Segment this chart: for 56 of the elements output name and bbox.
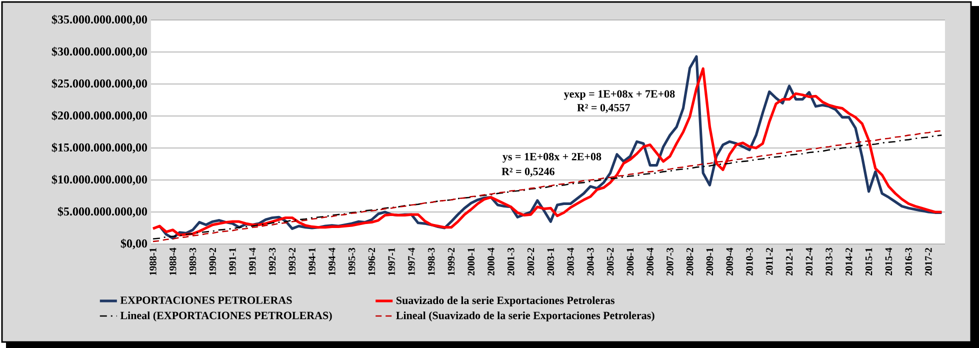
x-tick-label: 1991-4	[249, 248, 256, 276]
x-tick-label: 2011-2	[766, 248, 773, 275]
x-tick-label: 1998-3	[428, 248, 435, 276]
x-tick-label: 2014-2	[846, 248, 852, 276]
x-tick-label: 2001-3	[508, 248, 514, 276]
x-tick-label: 2006-1	[626, 248, 634, 276]
y-tick-label: $20.000.000.000,00	[52, 110, 148, 122]
x-tick-label: 2010-3	[746, 248, 753, 276]
x-tick-label: 2015-4	[885, 248, 892, 276]
x-tick-label: 1988-4	[169, 248, 176, 276]
x-tick-label: 1995-3	[348, 248, 356, 276]
x-tick-label: 2003-1	[547, 248, 554, 276]
x-tick-label: 2009-4	[726, 248, 733, 276]
y-tick-label: $0,00	[120, 238, 148, 250]
x-tick-label: 2008-2	[686, 248, 694, 276]
x-tick-label: 2007-3	[666, 248, 674, 276]
annotation: R² = 0,5246	[502, 168, 554, 177]
x-tick-label: 1988-1	[150, 248, 156, 276]
x-tick-label: 2016-3	[905, 248, 912, 276]
y-tick-label: $15.000.000.000,00	[52, 142, 148, 154]
legend-label: EXPORTACIONES PETROLERAS	[120, 296, 292, 304]
x-tick-label: 1997-4	[408, 248, 415, 276]
x-tick-label: 1991-1	[229, 248, 236, 276]
y-tick-label: $30.000.000.000,00	[52, 46, 148, 58]
x-tick-label: 2006-4	[646, 248, 654, 276]
x-tick-label: 1992-3	[268, 248, 276, 276]
legend-label: Lineal (Suavizado de la serie Exportaciones Petroleras)	[396, 311, 654, 322]
x-tick-label: 2015-1	[865, 248, 872, 276]
x-tick-label: 2009-1	[706, 248, 714, 276]
x-tick-label: 2000-4	[488, 248, 494, 276]
x-tick-label: 1989-3	[189, 248, 196, 276]
y-tick-label: $35.000.000.000,00	[52, 14, 148, 26]
x-tick-label: 2003-4	[567, 248, 574, 276]
x-tick-label: 2000-1	[468, 248, 474, 276]
x-tick-label: 1997-1	[388, 248, 395, 276]
x-tick-label: 1993-2	[288, 248, 296, 276]
legend-label: Suavizado de la serie Exportaciones Petroleras	[396, 296, 615, 306]
x-tick-label: 2002-2	[527, 248, 534, 276]
x-tick-label: 1994-1	[308, 248, 316, 276]
x-tick-label: 2005-2	[606, 248, 614, 276]
legend-label: Lineal (EXPORTACIONES PETROLERAS)	[120, 311, 332, 322]
x-tick-label: 2017-2	[925, 248, 932, 276]
x-tick-label: 1996-2	[368, 248, 376, 276]
y-tick-label: $25.000.000.000,00	[52, 78, 148, 90]
annotation: R² = 0,4557	[577, 104, 630, 113]
annotation: ys = 1E+08x + 2E+08	[502, 152, 602, 163]
x-tick-label: 2013-3	[826, 248, 832, 276]
x-tick-label: 1990-2	[209, 248, 216, 276]
annotation: yexp = 1E+08x + 7E+08	[564, 90, 675, 100]
x-tick-label: 1999-2	[448, 248, 455, 276]
y-tick-label: $10.000.000.000,00	[52, 174, 148, 186]
x-tick-label: 2012-1	[786, 248, 793, 276]
x-tick-label: 1994-4	[328, 248, 336, 276]
y-tick-label: $5.000.000.000,00	[58, 206, 148, 218]
x-tick-label: 2004-3	[587, 248, 594, 276]
x-tick-label: 2012-4	[806, 248, 813, 276]
